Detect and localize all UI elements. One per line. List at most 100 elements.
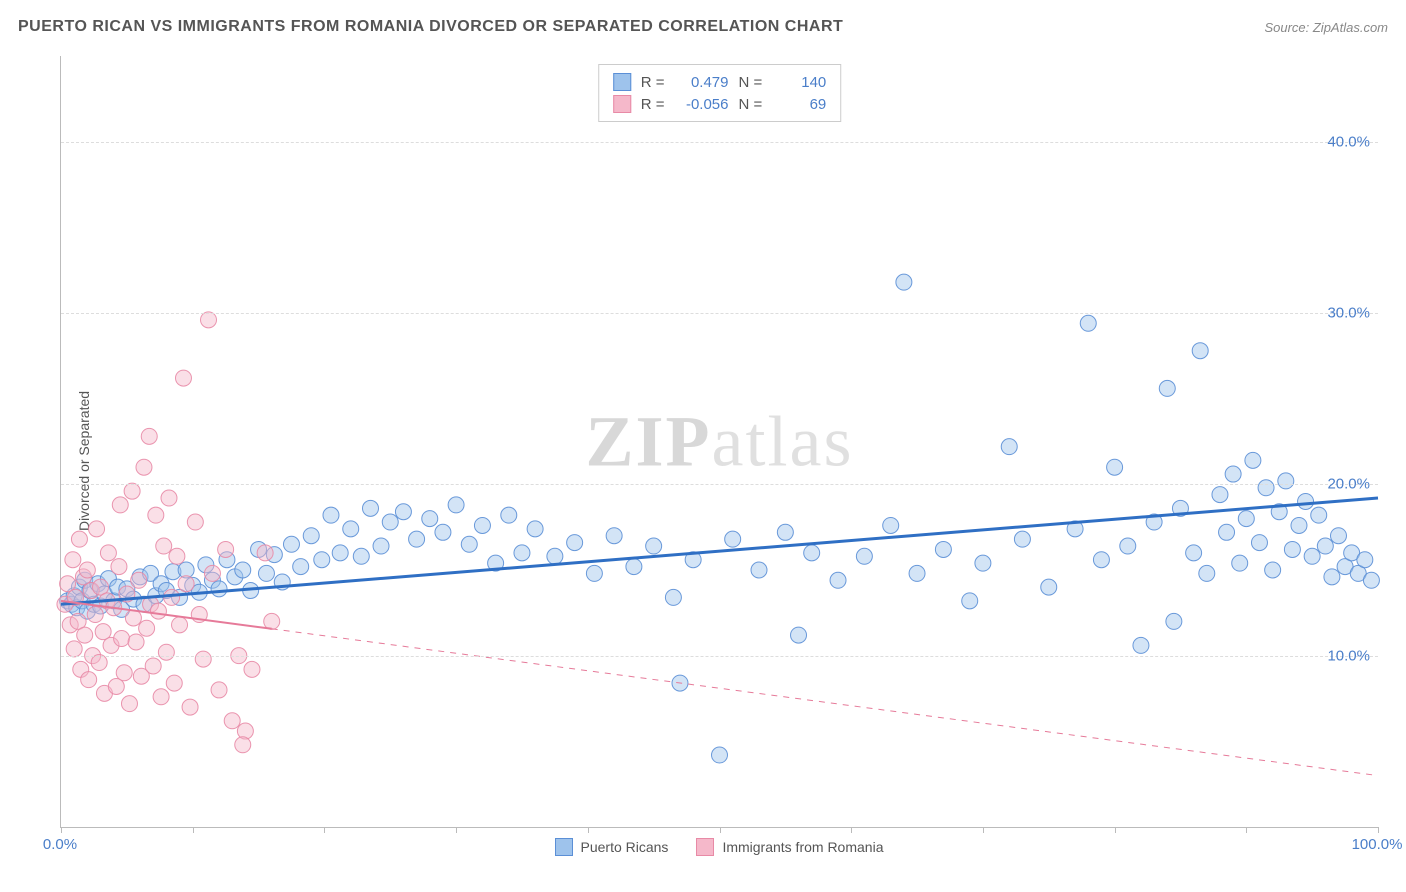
scatter-point <box>89 521 105 537</box>
scatter-point <box>65 552 81 568</box>
scatter-point <box>804 545 820 561</box>
scatter-point <box>100 545 116 561</box>
scatter-point <box>1133 637 1149 653</box>
source-attribution: Source: ZipAtlas.com <box>1264 20 1388 35</box>
stat-n-label: N = <box>739 96 763 113</box>
scatter-point <box>201 312 217 328</box>
x-tick <box>851 827 852 833</box>
scatter-point <box>1107 459 1123 475</box>
scatter-point <box>158 644 174 660</box>
x-tick-label: 0.0% <box>43 836 77 853</box>
scatter-point <box>1120 538 1136 554</box>
stat-r-value: -0.056 <box>675 96 729 113</box>
scatter-point <box>169 548 185 564</box>
x-tick <box>720 827 721 833</box>
stat-n-label: N = <box>739 74 763 91</box>
scatter-point <box>224 713 240 729</box>
scatter-point <box>87 607 103 623</box>
gridline <box>61 142 1378 143</box>
scatter-point <box>150 603 166 619</box>
scatter-point <box>257 545 273 561</box>
gridline <box>61 313 1378 314</box>
y-tick-label: 10.0% <box>1327 647 1370 664</box>
y-tick-label: 20.0% <box>1327 476 1370 493</box>
scatter-point <box>514 545 530 561</box>
scatter-point <box>195 651 211 667</box>
scatter-point <box>71 531 87 547</box>
trend-line-dashed <box>272 629 1378 776</box>
scatter-point <box>128 634 144 650</box>
scatter-point <box>448 497 464 513</box>
stat-r-value: 0.479 <box>675 74 729 91</box>
scatter-point <box>111 559 127 575</box>
scatter-point <box>606 528 622 544</box>
y-tick-label: 30.0% <box>1327 305 1370 322</box>
scatter-point <box>751 562 767 578</box>
x-tick-label: 100.0% <box>1352 836 1403 853</box>
scatter-point <box>353 548 369 564</box>
scatter-point <box>1258 480 1274 496</box>
scatter-point <box>1317 538 1333 554</box>
scatter-point <box>204 565 220 581</box>
scatter-point <box>830 572 846 588</box>
scatter-point <box>909 565 925 581</box>
gridline <box>61 656 1378 657</box>
scatter-point <box>665 589 681 605</box>
scatter-point <box>725 531 741 547</box>
scatter-point <box>293 559 309 575</box>
scatter-point <box>332 545 348 561</box>
stat-n-value: 69 <box>772 96 826 113</box>
scatter-point <box>1278 473 1294 489</box>
scatter-point <box>1284 541 1300 557</box>
scatter-point <box>164 589 180 605</box>
stats-row: R = -0.056 N = 69 <box>613 93 827 115</box>
scatter-point <box>125 610 141 626</box>
scatter-point <box>1199 565 1215 581</box>
scatter-point <box>856 548 872 564</box>
x-tick <box>983 827 984 833</box>
scatter-point <box>896 274 912 290</box>
x-tick <box>1378 827 1379 833</box>
scatter-point <box>1159 380 1175 396</box>
x-axis-labels: 0.0%100.0% <box>60 836 1378 856</box>
scatter-point <box>314 552 330 568</box>
scatter-point <box>218 541 234 557</box>
scatter-point <box>1291 517 1307 533</box>
scatter-point <box>1363 572 1379 588</box>
scatter-point <box>139 620 155 636</box>
scatter-point <box>136 459 152 475</box>
scatter-point <box>962 593 978 609</box>
scatter-point <box>112 497 128 513</box>
scatter-point <box>91 655 107 671</box>
scatter-point <box>646 538 662 554</box>
scatter-point <box>124 483 140 499</box>
scatter-point <box>382 514 398 530</box>
stat-n-value: 140 <box>772 74 826 91</box>
x-tick <box>61 827 62 833</box>
scatter-point <box>1001 439 1017 455</box>
scatter-point <box>264 613 280 629</box>
stat-r-label: R = <box>641 74 665 91</box>
scatter-point <box>161 490 177 506</box>
scatter-point <box>211 581 227 597</box>
scatter-point <box>777 524 793 540</box>
scatter-point <box>547 548 563 564</box>
scatter-point <box>141 428 157 444</box>
scatter-point <box>237 723 253 739</box>
scatter-point <box>435 524 451 540</box>
scatter-point <box>172 617 188 633</box>
scatter-point <box>323 507 339 523</box>
scatter-point <box>626 559 642 575</box>
scatter-point <box>79 562 95 578</box>
scatter-point <box>422 511 438 527</box>
scatter-point <box>373 538 389 554</box>
scatter-point <box>1186 545 1202 561</box>
scatter-point <box>712 747 728 763</box>
scatter-point <box>975 555 991 571</box>
plot-area: ZIPatlas R =0.479N =140R =-0.056N =69 10… <box>60 56 1378 828</box>
stat-r-label: R = <box>641 96 665 113</box>
scatter-point <box>1330 528 1346 544</box>
scatter-point <box>131 572 147 588</box>
scatter-point <box>567 535 583 551</box>
chart-title: PUERTO RICAN VS IMMIGRANTS FROM ROMANIA … <box>18 18 843 36</box>
